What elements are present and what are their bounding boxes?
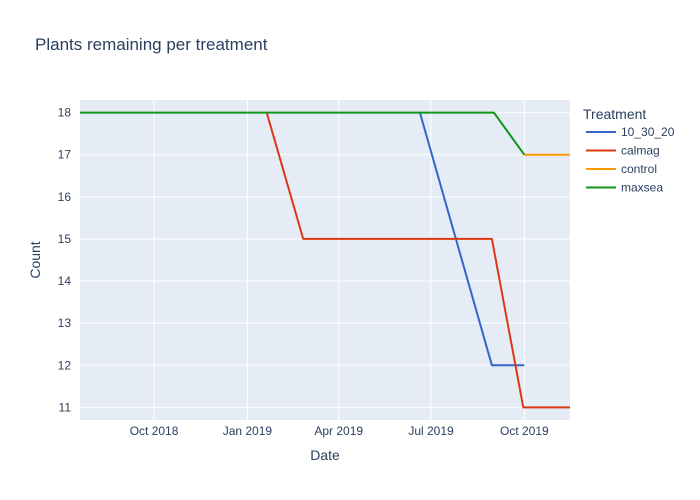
x-tick-label: Jan 2019 xyxy=(223,424,273,438)
series-line-maxsea xyxy=(80,111,526,156)
series-layer xyxy=(80,111,570,409)
series-line-calmag xyxy=(265,112,570,409)
x-axis-title: Date xyxy=(310,447,340,463)
plot-background xyxy=(80,100,570,420)
y-tick-label: 15 xyxy=(58,232,72,246)
y-axis-title: Count xyxy=(27,241,43,278)
y-tick-label: 18 xyxy=(58,106,72,120)
legend-title: Treatment xyxy=(583,106,646,122)
y-tick-label: 17 xyxy=(58,148,72,162)
y-tick-label: 14 xyxy=(58,274,72,288)
x-tick-label: Apr 2019 xyxy=(314,424,363,438)
series-line-10_30_20 xyxy=(418,112,525,367)
y-tick-label: 16 xyxy=(58,190,72,204)
chart-title: Plants remaining per treatment xyxy=(35,35,268,54)
x-tick-label: Jul 2019 xyxy=(408,424,454,438)
x-tick-label: Oct 2018 xyxy=(130,424,179,438)
y-tick-label: 11 xyxy=(59,400,72,414)
legend-label: control xyxy=(621,162,657,176)
y-axis-ticks: 11 12 13 14 15 16 17 18 xyxy=(58,106,72,415)
y-tick-label: 12 xyxy=(58,358,72,372)
x-axis-ticks: Oct 2018 Jan 2019 Apr 2019 Jul 2019 Oct 2019 xyxy=(130,424,549,438)
x-tick-label: Oct 2019 xyxy=(500,424,549,438)
legend-label: calmag xyxy=(621,144,660,158)
legend-label: 10_30_20 xyxy=(621,125,675,139)
legend-label: maxsea xyxy=(621,181,663,195)
y-tick-label: 13 xyxy=(58,316,72,330)
